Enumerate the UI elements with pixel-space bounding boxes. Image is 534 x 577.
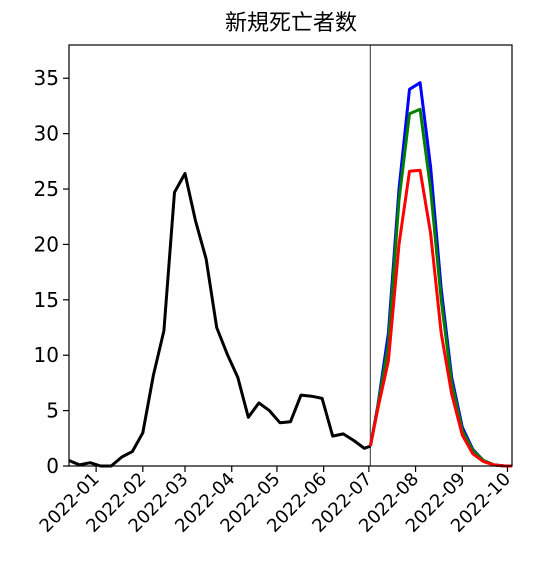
y-tick-label: 35 [34,66,59,90]
series-line-blue [368,81,512,468]
y-tick-label: 25 [34,177,59,201]
y-tick-label: 5 [46,399,59,423]
x-axis: 2022-012022-022022-032022-042022-052022-… [36,466,515,537]
y-tick-label: 20 [34,232,59,256]
y-tick-label: 0 [46,454,59,478]
y-tick-label: 10 [34,343,59,367]
plot-area [68,45,512,468]
y-tick-label: 15 [34,288,59,312]
series-line-red [368,168,512,468]
y-tick-label: 30 [34,122,59,146]
series-line-black [68,172,371,468]
series-line-green [368,107,512,468]
chart-title: 新規死亡者数 [225,11,357,36]
plot-frame [68,44,513,467]
y-axis: 0 5 10 15 20 25 30 35 [34,66,69,478]
